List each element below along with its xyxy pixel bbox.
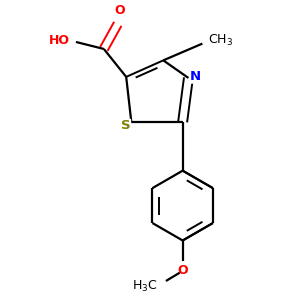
Text: HO: HO	[49, 34, 70, 47]
Text: CH$_3$: CH$_3$	[208, 33, 233, 48]
Text: O: O	[177, 264, 188, 277]
Text: S: S	[121, 119, 130, 133]
Text: N: N	[190, 70, 201, 83]
Text: O: O	[114, 4, 124, 17]
Text: H$_3$C: H$_3$C	[132, 279, 158, 294]
